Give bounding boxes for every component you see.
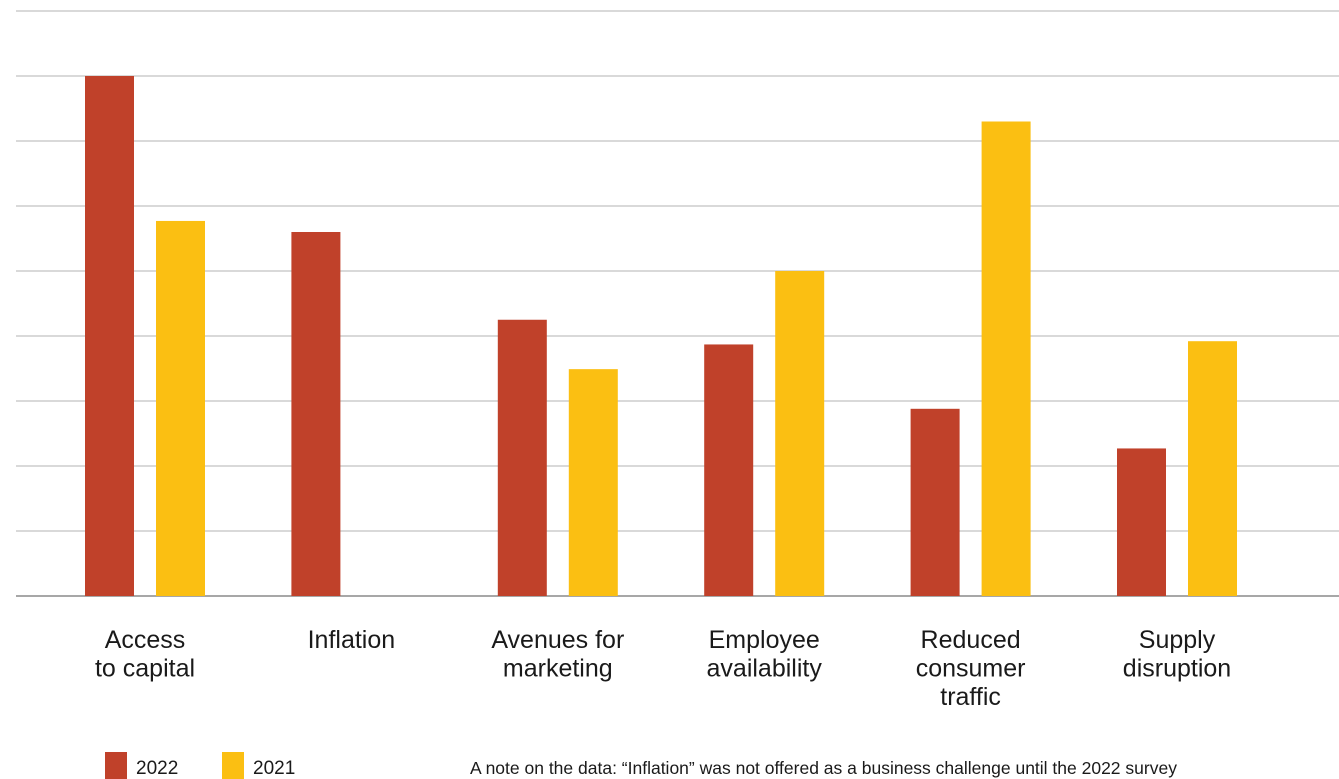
bar-2021 bbox=[156, 220, 205, 596]
category-label: Avenues for marketing bbox=[491, 626, 624, 683]
legend-swatch-2022 bbox=[105, 752, 127, 779]
category-label-line: disruption bbox=[1123, 655, 1231, 683]
bar-2022 bbox=[910, 408, 960, 596]
category-label-line: marketing bbox=[503, 655, 613, 683]
legend-swatch-2021 bbox=[222, 752, 244, 779]
category-label-line: Avenues for bbox=[491, 626, 624, 654]
legend: 2022 2021 bbox=[105, 752, 295, 779]
category-label-line: to capital bbox=[95, 655, 195, 683]
legend-label-2022: 2022 bbox=[136, 758, 178, 779]
category-label-line: Access bbox=[105, 626, 186, 654]
category-label: Access to capital bbox=[95, 626, 195, 683]
category-label-line: Employee bbox=[709, 626, 820, 654]
data-note: A note on the data: “Inflation” was not … bbox=[470, 758, 1177, 778]
category-label-line: Reduced bbox=[921, 626, 1021, 654]
category-label: Reduced consumer traffic bbox=[916, 626, 1026, 711]
bar-2021 bbox=[568, 369, 618, 596]
bar-2021 bbox=[775, 271, 825, 596]
bars bbox=[85, 76, 1237, 596]
bar-2022 bbox=[85, 76, 134, 596]
bar-2022 bbox=[704, 344, 754, 596]
bar-2022 bbox=[497, 319, 547, 596]
bar-2021 bbox=[981, 121, 1031, 596]
category-label-line: Inflation bbox=[308, 626, 396, 654]
bar-2022 bbox=[291, 232, 341, 596]
category-label-line: availability bbox=[707, 655, 823, 683]
bar-2022 bbox=[1117, 448, 1166, 596]
category-label: Employee availability bbox=[707, 626, 823, 683]
category-label: Supply disruption bbox=[1123, 626, 1231, 683]
category-label-line: traffic bbox=[940, 683, 1001, 711]
category-labels: Access to capital Inflation Avenues for mark… bbox=[95, 626, 1231, 711]
gridlines bbox=[16, 10, 1339, 597]
category-label: Inflation bbox=[308, 626, 396, 654]
bar-2021 bbox=[1188, 341, 1237, 596]
category-label-line: consumer bbox=[916, 655, 1026, 683]
legend-label-2021: 2021 bbox=[253, 758, 295, 779]
category-label-line: Supply bbox=[1139, 626, 1216, 654]
